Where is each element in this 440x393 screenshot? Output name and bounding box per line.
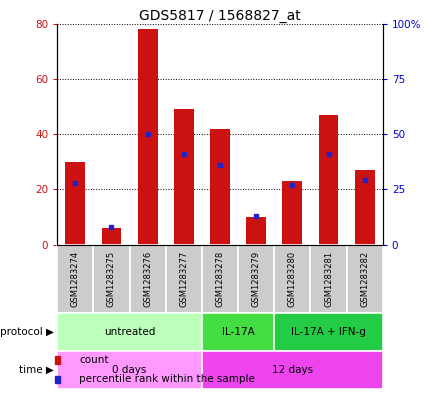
Bar xyxy=(274,244,311,312)
Bar xyxy=(138,29,158,244)
Bar xyxy=(246,217,266,244)
Bar xyxy=(129,244,166,312)
Text: protocol ▶: protocol ▶ xyxy=(0,327,54,337)
Text: 0 days: 0 days xyxy=(112,365,147,375)
Bar xyxy=(282,181,302,244)
Text: count: count xyxy=(79,354,109,365)
Text: percentile rank within the sample: percentile rank within the sample xyxy=(79,374,255,384)
Bar xyxy=(174,109,194,244)
Text: IL-17A: IL-17A xyxy=(222,327,254,337)
Text: untreated: untreated xyxy=(104,327,155,337)
Bar xyxy=(57,351,202,389)
Text: time ▶: time ▶ xyxy=(19,365,54,375)
Text: GSM1283276: GSM1283276 xyxy=(143,250,152,307)
Bar xyxy=(202,351,383,389)
Text: GSM1283281: GSM1283281 xyxy=(324,250,333,307)
Bar xyxy=(57,244,93,312)
Bar xyxy=(57,312,202,351)
Text: IL-17A + IFN-g: IL-17A + IFN-g xyxy=(291,327,366,337)
Bar xyxy=(93,244,129,312)
Text: GSM1283280: GSM1283280 xyxy=(288,250,297,307)
Bar xyxy=(238,244,274,312)
Text: GSM1283282: GSM1283282 xyxy=(360,250,369,307)
Bar xyxy=(355,170,375,244)
Title: GDS5817 / 1568827_at: GDS5817 / 1568827_at xyxy=(139,9,301,22)
Bar xyxy=(202,244,238,312)
Bar xyxy=(274,312,383,351)
Text: GSM1283277: GSM1283277 xyxy=(180,250,188,307)
Bar xyxy=(66,162,85,244)
Text: GSM1283275: GSM1283275 xyxy=(107,250,116,307)
Text: GSM1283278: GSM1283278 xyxy=(216,250,224,307)
Bar xyxy=(311,244,347,312)
Text: GSM1283274: GSM1283274 xyxy=(71,250,80,307)
Bar xyxy=(102,228,121,244)
Text: GSM1283279: GSM1283279 xyxy=(252,250,260,307)
Bar xyxy=(210,129,230,244)
Bar xyxy=(347,244,383,312)
Bar xyxy=(166,244,202,312)
Bar xyxy=(202,312,274,351)
Text: 12 days: 12 days xyxy=(272,365,313,375)
Bar xyxy=(319,115,338,244)
